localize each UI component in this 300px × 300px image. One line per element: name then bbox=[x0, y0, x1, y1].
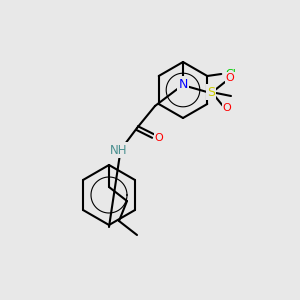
Text: S: S bbox=[207, 85, 215, 98]
Text: Cl: Cl bbox=[226, 69, 237, 79]
Text: O: O bbox=[223, 103, 231, 113]
Text: N: N bbox=[178, 77, 188, 91]
Text: NH: NH bbox=[110, 143, 128, 157]
Text: O: O bbox=[226, 73, 234, 83]
Text: O: O bbox=[154, 133, 164, 143]
